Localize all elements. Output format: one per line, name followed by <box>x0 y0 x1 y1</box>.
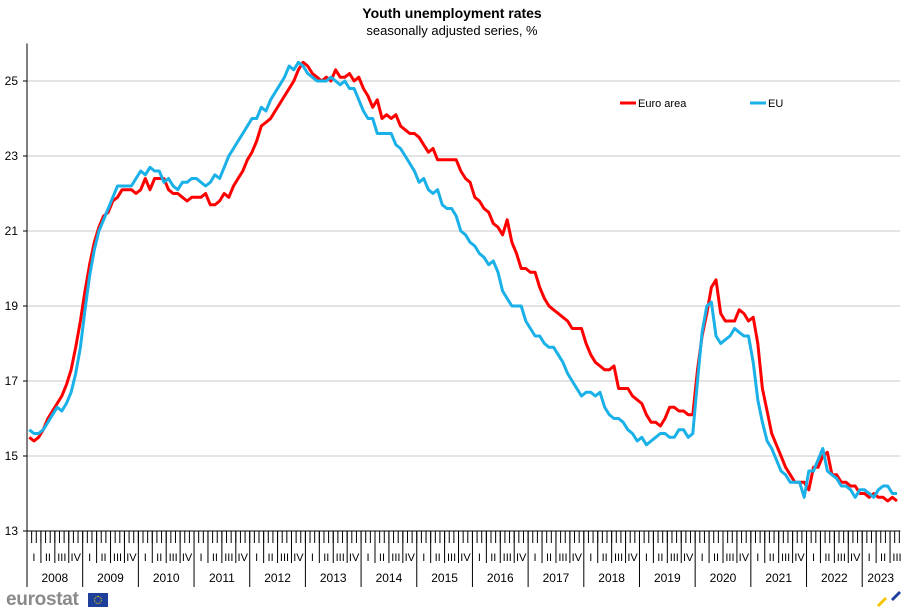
quarter-label: II <box>435 552 441 564</box>
quarter-label: II <box>824 552 830 564</box>
quarter-label: II <box>657 552 663 564</box>
quarter-label: III <box>725 552 734 564</box>
quarter-label: I <box>589 552 592 564</box>
year-label: 2008 <box>41 571 68 585</box>
year-label: 2021 <box>765 571 792 585</box>
year-label: 2018 <box>598 571 625 585</box>
quarter-label: III <box>447 552 456 564</box>
y-tick-label: 19 <box>5 299 19 313</box>
year-label: 2012 <box>264 571 291 585</box>
quarter-label: IV <box>349 552 360 564</box>
eurostat-logo: eurostat <box>6 589 79 610</box>
y-tick-label: 15 <box>5 449 19 463</box>
quarter-label: IV <box>293 552 304 564</box>
quarter-label: III <box>57 552 66 564</box>
quarter-label: III <box>224 552 233 564</box>
series-line-euro-area <box>28 60 898 503</box>
quarter-label: II <box>323 552 329 564</box>
quarter-label: III <box>614 552 623 564</box>
year-label: 2009 <box>97 571 124 585</box>
year-label: 2010 <box>153 571 180 585</box>
year-label: 2020 <box>710 571 737 585</box>
legend-label: EU <box>768 98 783 110</box>
quarter-label: I <box>311 552 314 564</box>
year-label: 2014 <box>376 571 403 585</box>
quarter-label: III <box>391 552 400 564</box>
year-label: 2015 <box>431 571 458 585</box>
quarter-label: IV <box>794 552 805 564</box>
corner-decoration-icon <box>890 590 902 602</box>
quarter-label: I <box>88 552 91 564</box>
quarter-label: III <box>781 552 790 564</box>
quarter-label: IV <box>516 552 527 564</box>
quarter-label: I <box>422 552 425 564</box>
quarter-label: I <box>534 552 537 564</box>
quarter-label: II <box>490 552 496 564</box>
y-tick-label: 23 <box>5 149 19 163</box>
y-tick-label: 13 <box>5 524 19 538</box>
quarter-label: I <box>367 552 370 564</box>
year-label: 2011 <box>209 571 235 585</box>
quarter-label: II <box>268 552 274 564</box>
y-tick-label: 21 <box>5 224 19 238</box>
quarter-label: I <box>812 552 815 564</box>
chart-title: Youth unemployment rates <box>362 5 542 21</box>
quarter-label: III <box>113 552 122 564</box>
quarter-label: II <box>880 552 886 564</box>
year-label: 2023 <box>867 571 894 585</box>
series-line-eu <box>28 60 897 499</box>
quarter-label: I <box>32 552 35 564</box>
corner-decoration-icon <box>876 596 888 608</box>
quarter-label: II <box>212 552 218 564</box>
quarter-label: I <box>645 552 648 564</box>
quarter-label: IV <box>126 552 137 564</box>
quarter-label: IV <box>850 552 861 564</box>
quarter-label: II <box>769 552 775 564</box>
year-label: 2019 <box>654 571 681 585</box>
y-tick-label: 17 <box>5 374 19 388</box>
quarter-label: I <box>701 552 704 564</box>
quarter-label: IV <box>405 552 416 564</box>
quarter-label: III <box>892 552 901 564</box>
quarter-label: IV <box>739 552 750 564</box>
eu-flag-icon <box>88 593 108 607</box>
quarter-label: IV <box>627 552 638 564</box>
quarter-label: IV <box>238 552 249 564</box>
quarter-label: I <box>199 552 202 564</box>
quarter-label: III <box>336 552 345 564</box>
quarter-label: II <box>713 552 719 564</box>
year-label: 2013 <box>320 571 347 585</box>
quarter-label: II <box>156 552 162 564</box>
quarter-label: III <box>503 552 512 564</box>
year-label: 2017 <box>543 571 570 585</box>
quarter-label: I <box>255 552 258 564</box>
quarter-label: IV <box>182 552 193 564</box>
quarter-label: II <box>379 552 385 564</box>
quarter-label: II <box>602 552 608 564</box>
quarter-label: II <box>100 552 106 564</box>
quarter-label: II <box>546 552 552 564</box>
quarter-label: II <box>45 552 51 564</box>
quarter-label: I <box>144 552 147 564</box>
legend-label: Euro area <box>638 98 687 110</box>
quarter-label: IV <box>572 552 583 564</box>
quarter-label: IV <box>460 552 471 564</box>
quarter-label: IV <box>683 552 694 564</box>
quarter-label: I <box>478 552 481 564</box>
y-tick-label: 25 <box>5 74 19 88</box>
year-label: 2016 <box>487 571 514 585</box>
quarter-label: III <box>670 552 679 564</box>
chart-subtitle: seasonally adjusted series, % <box>366 23 538 38</box>
quarter-label: III <box>280 552 289 564</box>
quarter-label: I <box>868 552 871 564</box>
quarter-label: I <box>756 552 759 564</box>
quarter-label: IV <box>71 552 82 564</box>
year-label: 2022 <box>821 571 848 585</box>
quarter-label: III <box>837 552 846 564</box>
quarter-label: III <box>169 552 178 564</box>
quarter-label: III <box>558 552 567 564</box>
